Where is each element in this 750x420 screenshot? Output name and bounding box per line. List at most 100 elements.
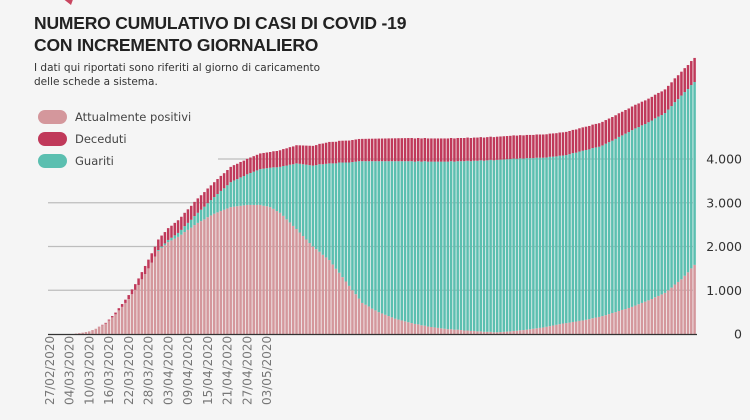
bar-positivi — [295, 229, 298, 334]
bar-deceduti — [384, 138, 387, 162]
bar-positivi — [482, 331, 486, 334]
bar-guariti — [528, 158, 532, 330]
bar-guariti — [495, 159, 499, 333]
bar-positivi — [515, 330, 519, 334]
x-tick-label: 27/02/2020 — [43, 336, 57, 405]
bar-guariti — [502, 159, 506, 332]
bar-guariti — [653, 118, 657, 298]
bar-positivi — [456, 329, 459, 334]
bar-guariti — [400, 161, 404, 321]
bar-deceduti — [334, 141, 338, 164]
bar-deceduti — [245, 158, 249, 175]
bar-guariti — [397, 161, 400, 320]
bar-deceduti — [624, 110, 627, 134]
bar-deceduti — [380, 138, 384, 162]
bar-guariti — [499, 159, 502, 333]
bar-positivi — [107, 320, 111, 334]
bar-positivi — [180, 234, 183, 334]
bar-deceduti — [173, 222, 177, 236]
bar-positivi — [288, 222, 292, 334]
bar-deceduti — [551, 133, 555, 157]
bar-guariti — [443, 161, 446, 329]
bar-guariti — [650, 120, 654, 299]
bar-guariti — [630, 130, 634, 307]
bar-deceduti — [387, 138, 390, 162]
bar-positivi — [193, 225, 196, 334]
bar-positivi — [614, 312, 617, 334]
bar-positivi — [298, 232, 302, 334]
bar-positivi — [347, 285, 351, 334]
bar-guariti — [361, 161, 364, 303]
y-tick-label: 3.000 — [706, 195, 742, 210]
bar-positivi — [657, 295, 660, 334]
bar-guariti — [489, 159, 492, 332]
legend-label: Attualmente positivi — [75, 110, 192, 124]
bar-guariti — [222, 188, 226, 210]
bar-deceduti — [449, 138, 453, 162]
bar-deceduti — [456, 138, 459, 162]
bar-positivi — [196, 222, 200, 334]
bar-positivi — [463, 330, 466, 334]
bar-positivi — [594, 317, 598, 334]
bar-guariti — [173, 235, 177, 239]
y-tick-label: 2.000 — [706, 239, 742, 254]
bar-positivi — [384, 314, 387, 334]
bar-positivi — [357, 298, 361, 334]
bar-guariti — [324, 163, 328, 258]
bar-guariti — [548, 156, 552, 327]
bar-deceduti — [486, 137, 489, 161]
bar-guariti — [298, 163, 302, 233]
bar-guariti — [436, 161, 440, 328]
bar-guariti — [291, 164, 295, 226]
bar-positivi — [361, 302, 364, 334]
bar-deceduti — [130, 289, 134, 295]
bar-positivi — [640, 302, 644, 334]
bar-guariti — [581, 150, 584, 321]
bar-positivi — [272, 208, 275, 334]
bar-deceduti — [673, 78, 677, 103]
x-tick-label: 10/03/2020 — [82, 336, 96, 405]
bar-positivi — [637, 304, 640, 334]
bar-guariti — [176, 232, 180, 237]
bar-positivi — [331, 264, 334, 334]
bar-positivi — [236, 206, 239, 334]
bar-guariti — [341, 162, 344, 278]
bar-deceduti — [515, 135, 519, 159]
bar-deceduti — [436, 138, 440, 162]
bar-deceduti — [114, 312, 117, 315]
bar-positivi — [111, 317, 114, 334]
bar-guariti — [410, 161, 413, 324]
bar-deceduti — [285, 148, 288, 166]
bar-deceduti — [278, 150, 282, 167]
bar-deceduti — [328, 141, 331, 164]
bar-deceduti — [390, 138, 394, 162]
bar-guariti — [657, 116, 660, 296]
bar-positivi — [584, 319, 588, 334]
bar-deceduti — [124, 299, 127, 303]
bar-guariti — [209, 200, 213, 216]
bar-deceduti — [268, 152, 272, 168]
bar-guariti — [199, 209, 203, 222]
bar-deceduti — [443, 138, 446, 162]
bar-guariti — [601, 145, 604, 317]
bar-guariti — [236, 179, 239, 207]
bar-deceduti — [555, 133, 558, 157]
legend-swatch-positivi — [38, 110, 67, 124]
bar-positivi — [255, 204, 259, 334]
bar-deceduti — [272, 151, 275, 168]
bar-deceduti — [288, 147, 292, 165]
bar-guariti — [594, 147, 598, 318]
bar-positivi — [420, 325, 423, 334]
bar-positivi — [166, 242, 170, 334]
bar-deceduti — [542, 134, 545, 158]
bar-deceduti — [295, 145, 298, 164]
x-tick-label: 03/05/2020 — [260, 336, 274, 405]
bar-guariti — [180, 229, 183, 235]
bar-positivi — [416, 324, 420, 334]
bar-guariti — [311, 165, 315, 247]
bar-guariti — [647, 122, 650, 301]
bar-guariti — [607, 142, 611, 315]
bar-positivi — [466, 330, 469, 334]
bar-deceduti — [634, 104, 637, 129]
bar-positivi — [127, 299, 130, 334]
